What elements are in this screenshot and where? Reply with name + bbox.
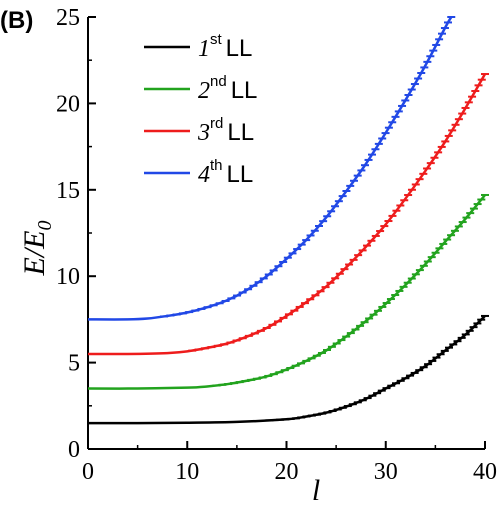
y-tick-label: 20 (56, 91, 80, 117)
legend-number: 4 (198, 162, 210, 188)
y-tick-label: 5 (68, 351, 80, 377)
y-tick-label: 10 (56, 264, 80, 290)
series-4 (88, 16, 456, 321)
legend-label: 4th LL (198, 157, 253, 188)
legend-number: 3 (197, 120, 210, 146)
legend-suffix: LL (231, 77, 258, 104)
legend-label: 3rd LL (197, 115, 254, 146)
series-line (88, 194, 486, 390)
legend-label: 1st LL (198, 31, 252, 62)
y-tick-label: 0 (68, 437, 80, 463)
y-tick-label: 15 (56, 178, 80, 204)
y-axis-label-subscript: 0 (34, 221, 56, 231)
legend-suffix: LL (227, 119, 254, 146)
legend-suffix: LL (226, 35, 253, 62)
legend-item-1: 1st LL (144, 31, 252, 62)
x-tick-label: 30 (374, 459, 398, 485)
series-1 (88, 314, 489, 425)
y-axis-label-main: E/E (18, 231, 51, 277)
legend-item-4: 4th LL (144, 157, 253, 188)
series-3 (88, 73, 489, 356)
y-axis-label: E/E0 (18, 221, 56, 277)
x-tick-label: 10 (175, 459, 199, 485)
legend-number: 1 (198, 36, 210, 62)
legend-item-3: 3rd LL (144, 115, 254, 146)
series-2 (88, 193, 489, 390)
series-line (88, 73, 487, 356)
legend-label: 2nd LL (198, 73, 257, 104)
y-tick-label: 25 (56, 5, 80, 31)
series-lines (88, 16, 489, 425)
x-tick-label: 0 (82, 459, 94, 485)
legend-superscript: rd (210, 115, 223, 132)
legend-item-2: 2nd LL (144, 73, 257, 104)
x-axis-label: l (312, 474, 320, 505)
x-tick-label: 40 (473, 459, 497, 485)
legend-suffix: LL (227, 161, 254, 188)
x-tick-label: 20 (275, 459, 299, 485)
legend-superscript: nd (210, 73, 227, 90)
panel-label: (B) (0, 7, 33, 34)
legend-superscript: th (210, 157, 223, 174)
legend-number: 2 (198, 78, 210, 104)
legend-superscript: st (210, 31, 223, 48)
